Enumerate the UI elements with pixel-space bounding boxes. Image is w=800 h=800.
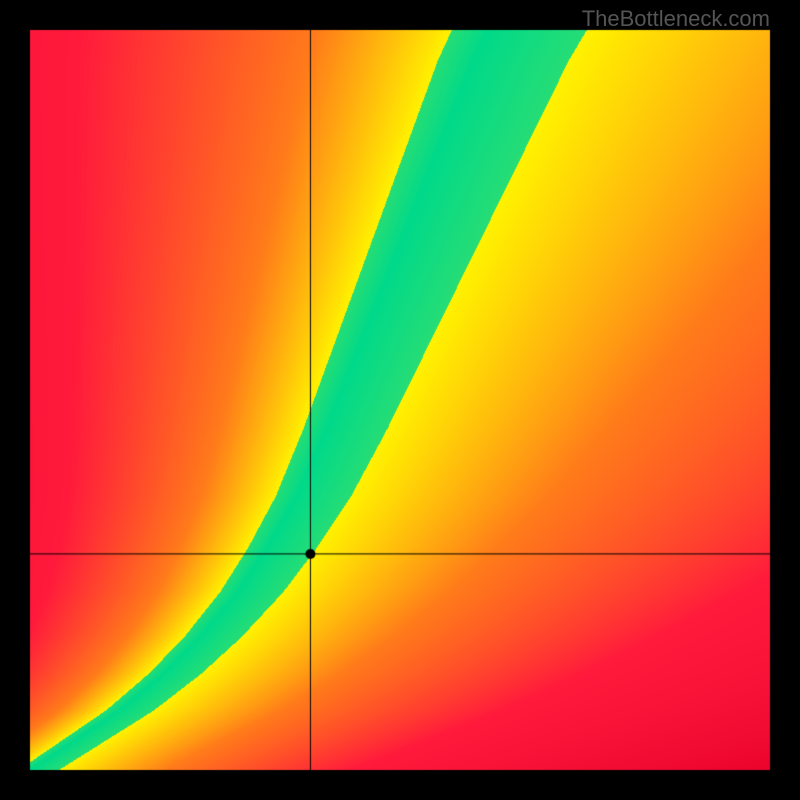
bottleneck-heatmap [0, 0, 800, 800]
watermark-text: TheBottleneck.com [582, 6, 770, 32]
